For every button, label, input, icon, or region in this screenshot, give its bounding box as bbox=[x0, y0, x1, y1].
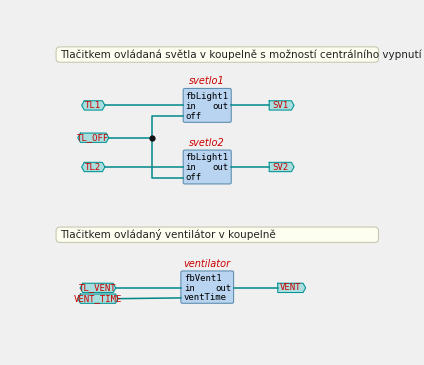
Text: TL1: TL1 bbox=[85, 101, 101, 110]
Polygon shape bbox=[82, 162, 105, 172]
Text: VENT: VENT bbox=[280, 283, 301, 292]
FancyBboxPatch shape bbox=[181, 271, 234, 303]
Text: in: in bbox=[184, 284, 195, 293]
Polygon shape bbox=[82, 101, 105, 110]
Polygon shape bbox=[278, 283, 306, 292]
Text: out: out bbox=[215, 284, 231, 293]
Text: svetlo1: svetlo1 bbox=[190, 76, 225, 86]
Text: in: in bbox=[186, 102, 196, 111]
Text: ventTime: ventTime bbox=[184, 293, 227, 302]
Text: fbLight1: fbLight1 bbox=[186, 92, 229, 101]
Polygon shape bbox=[78, 133, 109, 142]
Text: Tlačitkem ovládaná světla v koupelně s možností centrálního vypnutí: Tlačitkem ovládaná světla v koupelně s m… bbox=[60, 49, 421, 60]
Text: in: in bbox=[186, 163, 196, 172]
Polygon shape bbox=[269, 162, 294, 172]
Text: fbLight1: fbLight1 bbox=[186, 153, 229, 162]
Text: Tlačitkem ovládaný ventilátor v koupelně: Tlačitkem ovládaný ventilátor v koupelně bbox=[60, 229, 276, 240]
Text: SV2: SV2 bbox=[273, 162, 289, 172]
Polygon shape bbox=[78, 294, 118, 303]
Text: TL2: TL2 bbox=[85, 162, 101, 172]
FancyBboxPatch shape bbox=[183, 88, 231, 122]
Text: out: out bbox=[213, 102, 229, 111]
Polygon shape bbox=[80, 283, 116, 292]
Text: ventilator: ventilator bbox=[184, 259, 231, 269]
Text: VENT_TIME: VENT_TIME bbox=[74, 294, 122, 303]
FancyBboxPatch shape bbox=[56, 227, 379, 242]
Text: fbVent1: fbVent1 bbox=[184, 274, 222, 283]
Text: svetlo2: svetlo2 bbox=[190, 138, 225, 148]
Text: SV1: SV1 bbox=[273, 101, 289, 110]
Text: TL_OFF: TL_OFF bbox=[77, 133, 109, 142]
FancyBboxPatch shape bbox=[183, 150, 231, 184]
Text: off: off bbox=[186, 173, 202, 182]
Polygon shape bbox=[269, 101, 294, 110]
Text: off: off bbox=[186, 112, 202, 121]
Text: out: out bbox=[213, 163, 229, 172]
Text: TL_VENT: TL_VENT bbox=[79, 283, 117, 292]
FancyBboxPatch shape bbox=[56, 47, 379, 62]
